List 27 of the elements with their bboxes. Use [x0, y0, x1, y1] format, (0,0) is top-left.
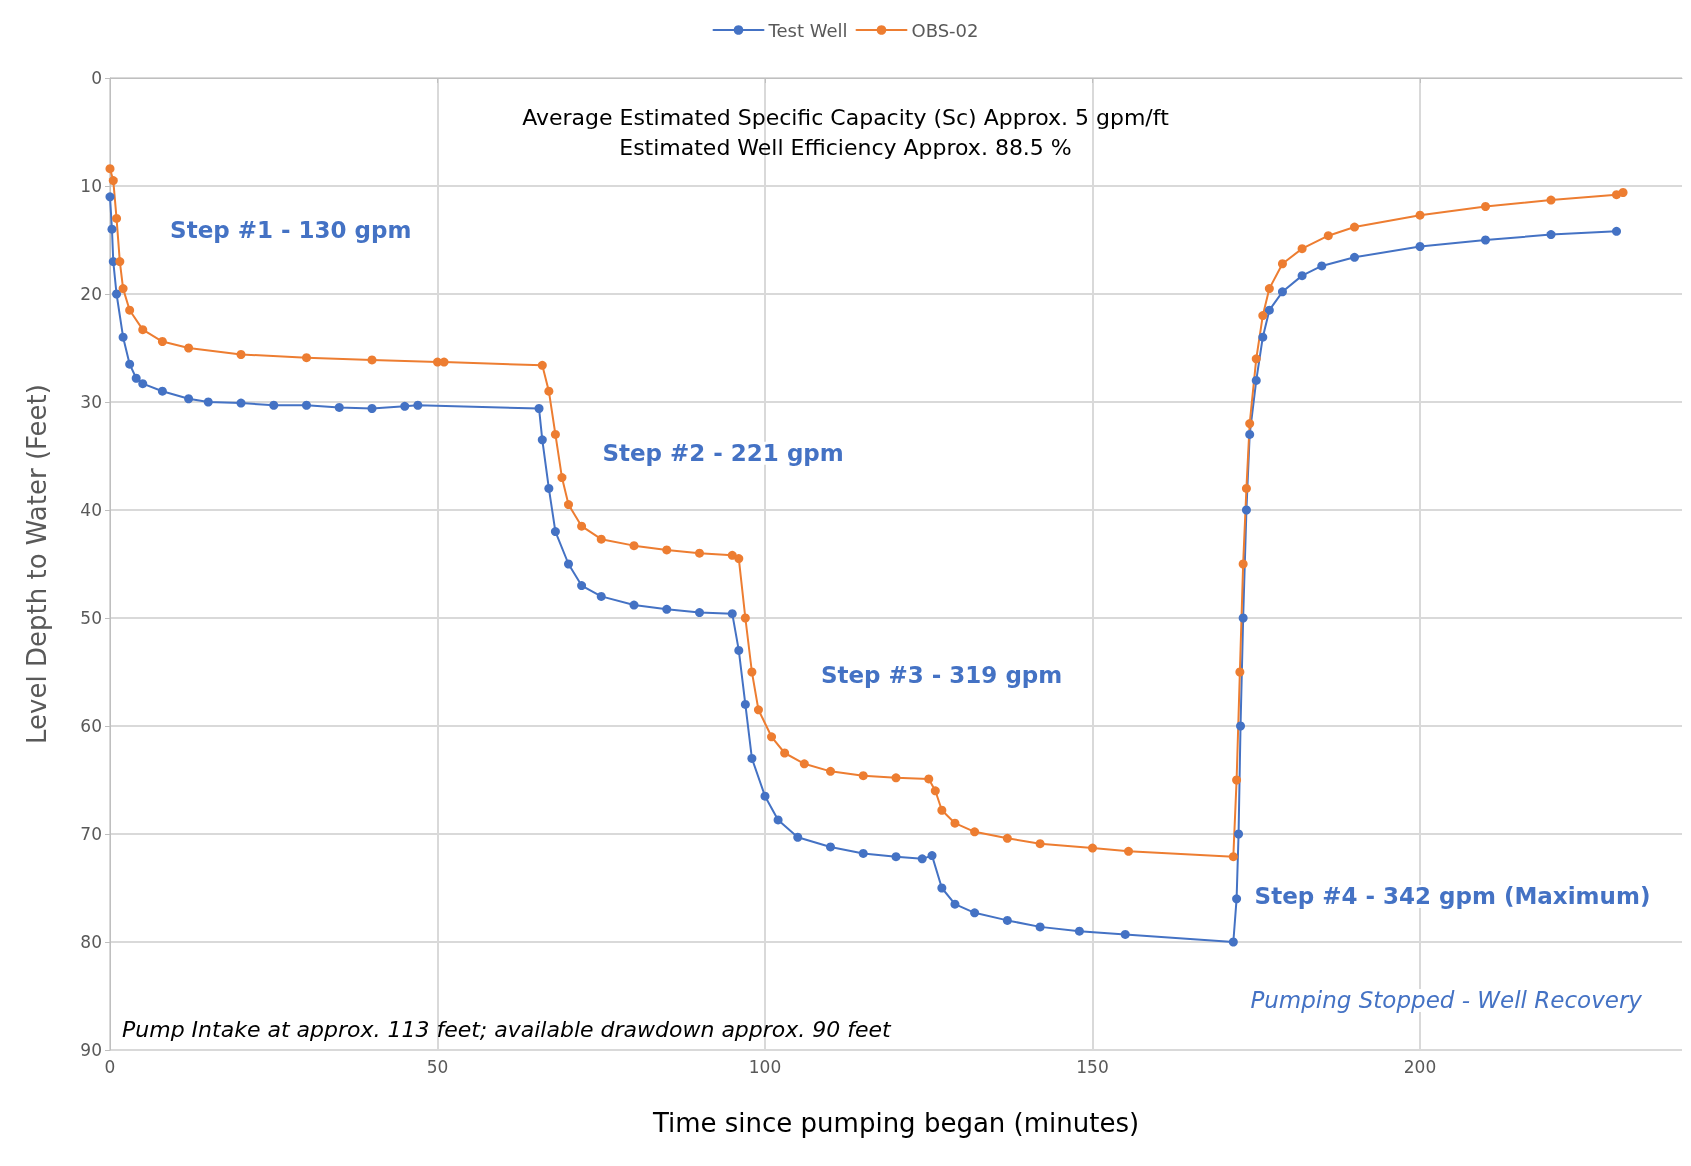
- y-tick-label: 60: [80, 716, 102, 736]
- y-tick-label: 90: [80, 1040, 102, 1060]
- x-tick-label: 50: [426, 1056, 449, 1077]
- x-tick-label: 200: [1403, 1056, 1437, 1077]
- y-tick-label: 40: [80, 500, 102, 520]
- text: Estimated Well Efficiency Approx. 88.5 %: [619, 134, 1072, 160]
- x-axis-title: Time since pumping began (minutes): [651, 1108, 1140, 1138]
- annotation: Pump Intake at approx. 113 feet; available drawdown approx. 90 feet: [122, 1016, 893, 1042]
- y-tick-label: 30: [80, 392, 102, 412]
- x-tick-label: 100: [748, 1056, 782, 1077]
- legend-label: Test Well: [767, 19, 848, 41]
- y-tick-label: 10: [80, 176, 102, 196]
- y-axis-title: Level Depth to Water (Feet): [22, 384, 52, 744]
- x-tick-label: 0: [104, 1056, 116, 1077]
- annotation: Step #3 - 319 gpm: [820, 661, 1063, 688]
- annotation: Step #1 - 130 gpm: [170, 216, 412, 243]
- y-tick-label: 70: [80, 824, 102, 844]
- y-tick-label: 80: [80, 932, 102, 952]
- annotation: Pumping Stopped - Well Recovery: [1250, 987, 1643, 1014]
- annotation: Step #4 - 342 gpm (Maximum): [1254, 883, 1651, 910]
- x-tick-label: 150: [1076, 1056, 1109, 1077]
- annotation: Step #2 - 221 gpm: [602, 440, 844, 467]
- y-tick-label: 0: [91, 68, 102, 88]
- y-tick-label: 50: [80, 608, 102, 628]
- text: Average Estimated Specific Capacity (Sc) Approx. 5 gpm/ft: [522, 104, 1170, 130]
- y-tick-label: 20: [80, 284, 102, 304]
- legend-label: OBS-02: [911, 19, 979, 41]
